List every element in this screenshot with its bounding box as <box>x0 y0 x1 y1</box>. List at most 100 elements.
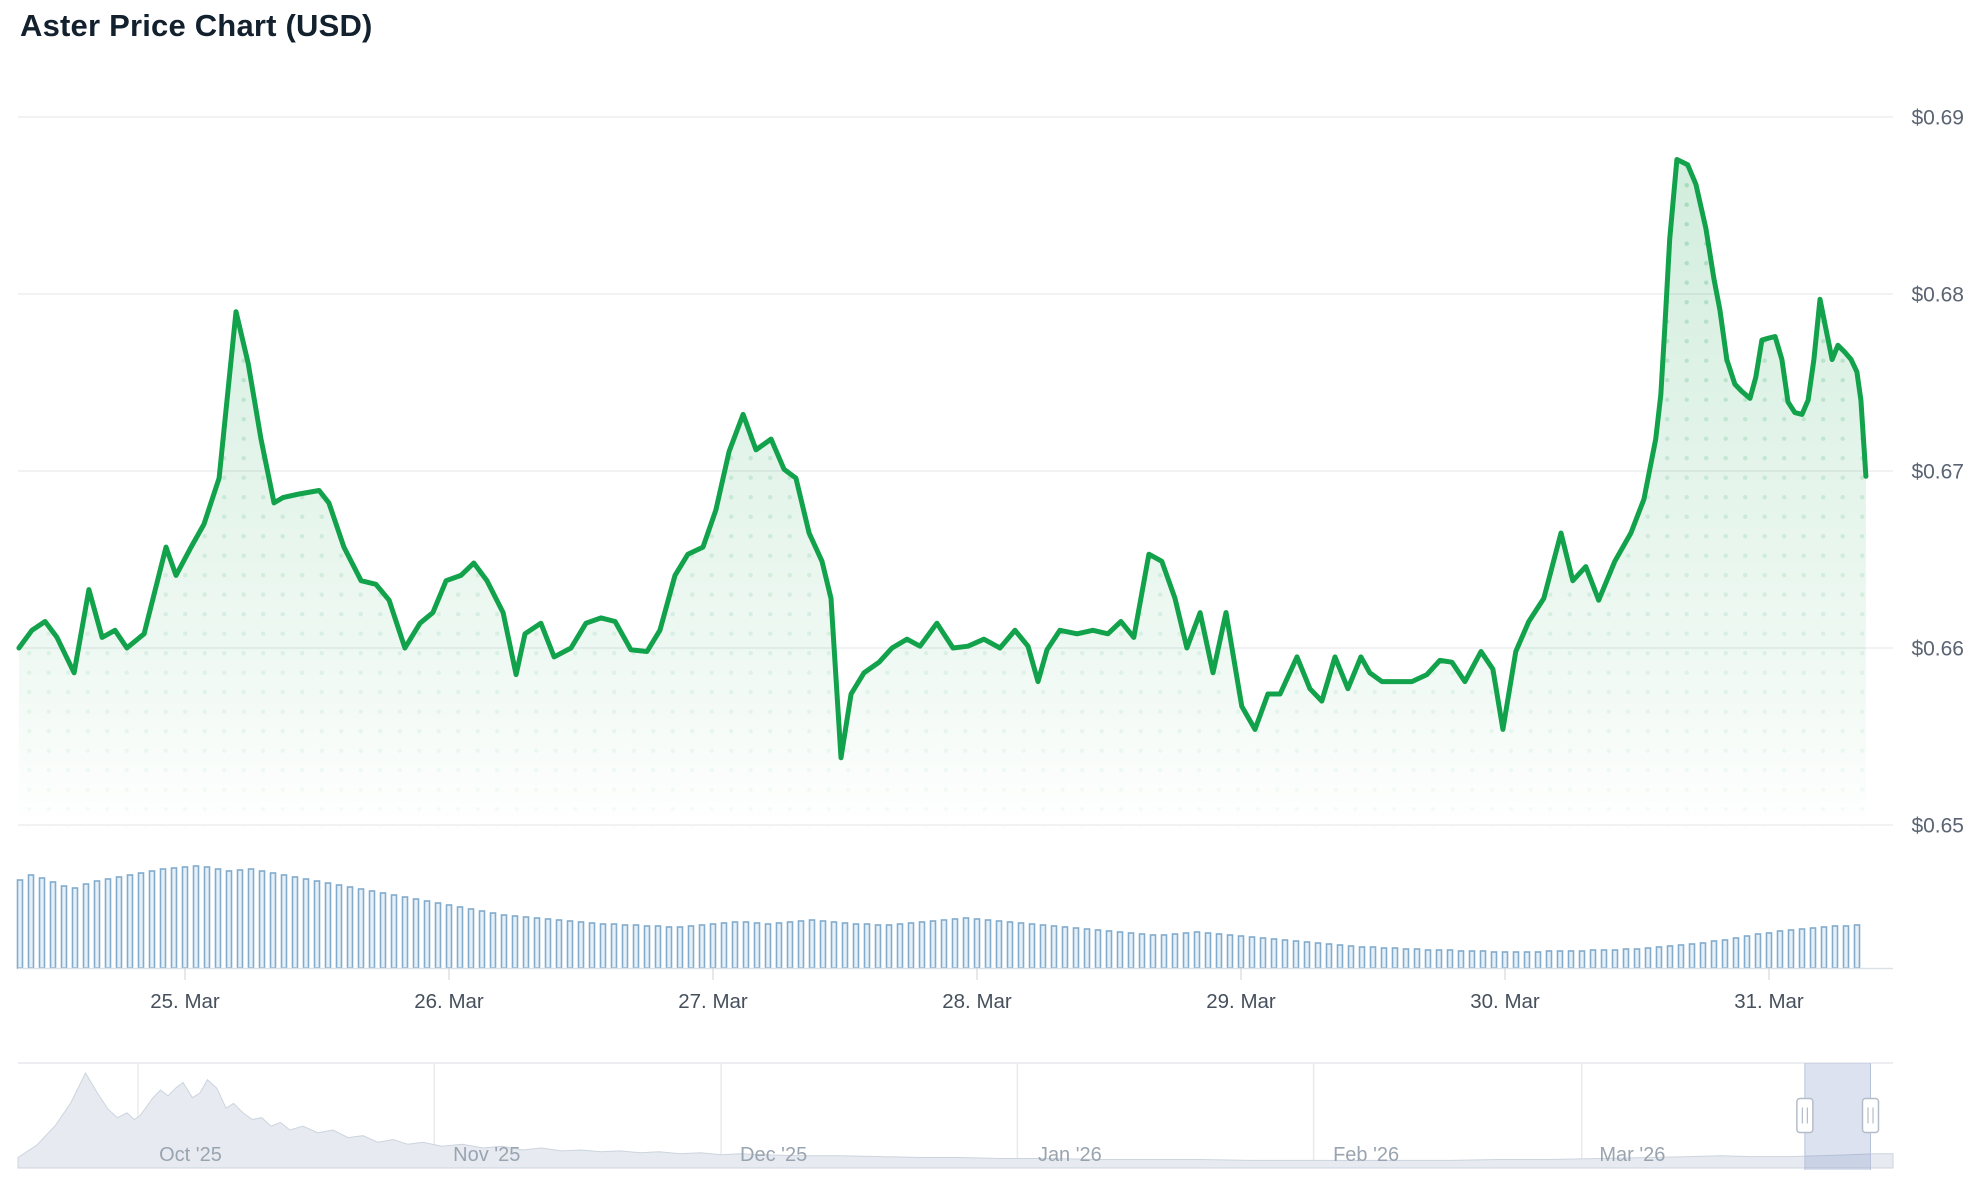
volume-bar[interactable] <box>863 923 871 969</box>
handle-body[interactable] <box>1861 1097 1880 1134</box>
volume-bar[interactable] <box>346 886 354 969</box>
volume-bar[interactable] <box>27 874 35 969</box>
volume-bar[interactable] <box>962 917 970 969</box>
volume-bar[interactable] <box>1534 951 1542 969</box>
volume-bar[interactable] <box>709 923 717 969</box>
volume-bar[interactable] <box>335 884 343 969</box>
volume-bar[interactable] <box>1391 947 1399 969</box>
volume-bar[interactable] <box>1589 949 1597 969</box>
volume-bar[interactable] <box>544 918 552 969</box>
volume-bar[interactable] <box>665 926 673 969</box>
volume-bar[interactable] <box>1083 928 1091 969</box>
volume-bar[interactable] <box>1677 944 1685 969</box>
volume-bar[interactable] <box>1149 934 1157 969</box>
volume-bar[interactable] <box>984 919 992 969</box>
volume-bar[interactable] <box>269 872 277 969</box>
volume-bar[interactable] <box>126 874 134 969</box>
volume-bar[interactable] <box>203 866 211 969</box>
volume-bar[interactable] <box>1765 932 1773 969</box>
volume-bar[interactable] <box>1567 950 1575 969</box>
volume-bar[interactable] <box>1369 946 1377 969</box>
volume-bar[interactable] <box>49 881 57 969</box>
volume-bar[interactable] <box>412 898 420 969</box>
volume-bar[interactable] <box>489 912 497 969</box>
volume-bar[interactable] <box>1732 937 1740 969</box>
volume-bar[interactable] <box>929 920 937 969</box>
volume-bar[interactable] <box>1644 947 1652 969</box>
volume-bar[interactable] <box>654 925 662 969</box>
volume-bar[interactable] <box>1853 924 1861 969</box>
volume-bar[interactable] <box>643 925 651 969</box>
volume-bar[interactable] <box>1138 933 1146 969</box>
volume-bar[interactable] <box>753 922 761 969</box>
volume-bar[interactable] <box>1314 942 1322 969</box>
volume-bar[interactable] <box>1281 939 1289 969</box>
volume-bar[interactable] <box>247 868 255 969</box>
volume-bar[interactable] <box>1501 951 1509 969</box>
volume-bar[interactable] <box>236 869 244 969</box>
volume-bar[interactable] <box>401 896 409 969</box>
volume-bar[interactable] <box>555 919 563 969</box>
volume-bar[interactable] <box>1809 927 1817 969</box>
volume-bar[interactable] <box>1358 946 1366 969</box>
volume-bar[interactable] <box>357 888 365 969</box>
volume-bar[interactable] <box>434 902 442 969</box>
volume-bar[interactable] <box>1094 929 1102 969</box>
volume-bar[interactable] <box>1072 927 1080 969</box>
volume-bar[interactable] <box>1820 926 1828 969</box>
volume-bar[interactable] <box>159 868 167 969</box>
volume-bar[interactable] <box>214 868 222 969</box>
volume-bar[interactable] <box>1017 922 1025 969</box>
volume-bar[interactable] <box>82 883 90 969</box>
volume-bar[interactable] <box>1248 936 1256 969</box>
volume-bar[interactable] <box>60 885 68 969</box>
volume-bar[interactable] <box>456 906 464 969</box>
volume-bar[interactable] <box>1545 950 1553 969</box>
volume-bar[interactable] <box>808 919 816 969</box>
volume-bar[interactable] <box>313 880 321 969</box>
volume-bar[interactable] <box>1798 928 1806 969</box>
volume-bar[interactable] <box>225 870 233 969</box>
volume-bar[interactable] <box>170 867 178 969</box>
volume-bar[interactable] <box>93 880 101 969</box>
volume-bar[interactable] <box>1182 932 1190 969</box>
volume-bar[interactable] <box>742 921 750 969</box>
volume-bar[interactable] <box>1336 944 1344 969</box>
volume-bar[interactable] <box>280 874 288 969</box>
volume-bar[interactable] <box>764 923 772 969</box>
volume-bar[interactable] <box>533 917 541 969</box>
volume-bar[interactable] <box>1831 925 1839 969</box>
volume-bar[interactable] <box>1622 948 1630 969</box>
volume-bar[interactable] <box>698 924 706 969</box>
volume-bar[interactable] <box>1743 935 1751 969</box>
volume-bar[interactable] <box>577 921 585 969</box>
volume-bar[interactable] <box>995 920 1003 969</box>
volume-bar[interactable] <box>951 918 959 969</box>
volume-bar[interactable] <box>302 878 310 969</box>
volume-bar[interactable] <box>621 924 629 969</box>
volume-bar[interactable] <box>1468 950 1476 969</box>
volume-bar[interactable] <box>896 923 904 969</box>
volume-bar[interactable] <box>148 870 156 969</box>
volume-bar[interactable] <box>1061 926 1069 969</box>
volume-bar[interactable] <box>522 916 530 969</box>
volume-bar[interactable] <box>1666 945 1674 969</box>
volume-bar[interactable] <box>1688 943 1696 969</box>
volume-bar[interactable] <box>511 915 519 969</box>
volume-bar[interactable] <box>874 924 882 969</box>
volume-bar[interactable] <box>1842 925 1850 969</box>
volume-bar[interactable] <box>1039 924 1047 969</box>
volume-bar[interactable] <box>1424 949 1432 969</box>
volume-bar[interactable] <box>1710 940 1718 969</box>
volume-bar[interactable] <box>1699 942 1707 969</box>
volume-bar[interactable] <box>1204 932 1212 969</box>
volume-bar[interactable] <box>687 925 695 969</box>
volume-bar[interactable] <box>610 923 618 969</box>
volume-bar[interactable] <box>830 921 838 969</box>
volume-bar[interactable] <box>907 922 915 969</box>
volume-bar[interactable] <box>16 879 24 969</box>
volume-bar[interactable] <box>885 924 893 969</box>
volume-bar[interactable] <box>1127 932 1135 969</box>
volume-bar[interactable] <box>797 920 805 969</box>
volume-bar[interactable] <box>918 921 926 969</box>
